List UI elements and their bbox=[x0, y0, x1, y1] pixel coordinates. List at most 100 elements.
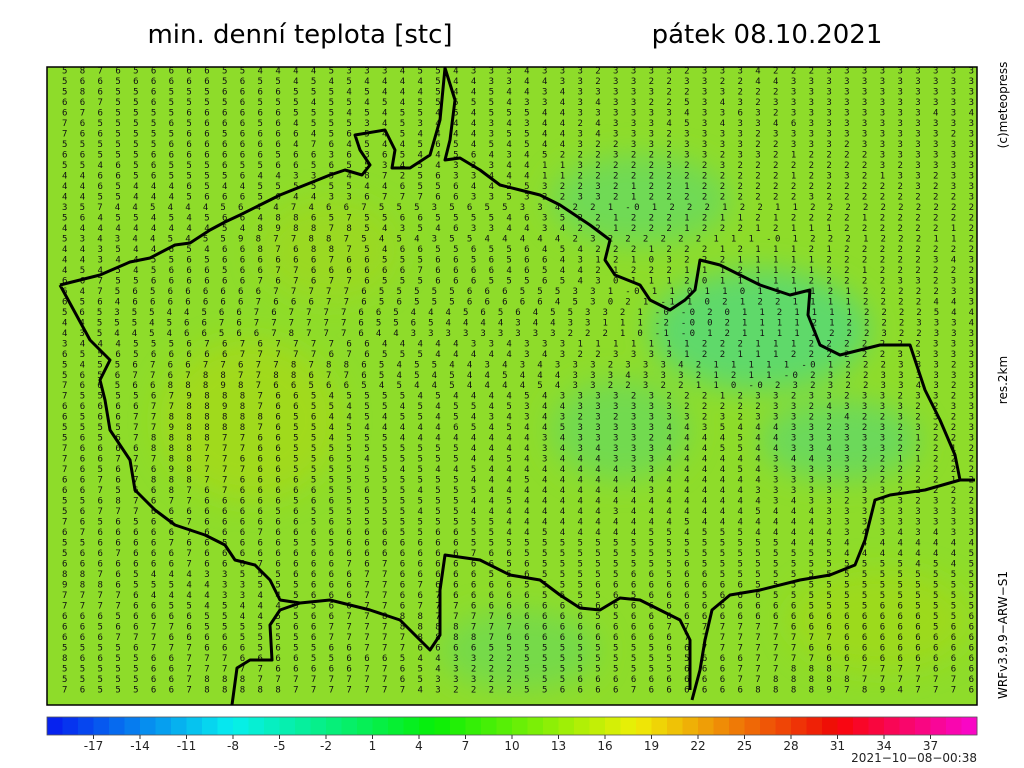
colorbar-segment bbox=[946, 717, 962, 735]
map-frame bbox=[46, 66, 978, 706]
grid-row: 6 6 6 6 6 6 6 7 6 6 6 7 6 6 6 6 7 6 7 6 … bbox=[62, 560, 974, 570]
grid-row: 5 6 6 5 6 6 6 6 6 5 6 5 5 4 5 4 5 4 4 4 … bbox=[62, 77, 974, 87]
colorbar-tick-label: -8 bbox=[227, 739, 239, 753]
colorbar-segment bbox=[465, 717, 482, 735]
colorbar-segment bbox=[682, 717, 699, 735]
grid-row: 5 5 6 8 7 6 7 7 6 6 6 6 6 5 6 6 5 5 5 5 … bbox=[62, 497, 974, 507]
colorbar-segment bbox=[217, 717, 234, 735]
colorbar-tick-label: 10 bbox=[504, 739, 519, 753]
colorbar-tick-label: -14 bbox=[130, 739, 150, 753]
grid-row: 5 5 5 5 5 6 6 7 7 7 7 7 6 6 6 6 6 7 7 6 … bbox=[62, 665, 974, 675]
country-border bbox=[58, 67, 975, 705]
grid-row: 7 6 5 6 7 6 9 8 7 7 7 6 6 5 5 5 5 5 5 4 … bbox=[62, 465, 974, 475]
grid-row: 4 4 6 5 4 4 4 6 5 4 4 5 5 5 5 5 5 4 4 6 … bbox=[62, 182, 974, 192]
colorbar-segment bbox=[357, 717, 373, 735]
grid-row: 6 5 6 6 7 7 8 8 8 8 8 8 6 5 6 4 4 5 4 5 … bbox=[62, 413, 974, 423]
colorbar-segment bbox=[372, 717, 389, 735]
colorbar-segment bbox=[93, 717, 110, 735]
resolution-label: res.2km bbox=[996, 356, 1010, 404]
grid-row: 7 7 7 7 6 4 4 4 4 3 3 4 4 5 6 6 6 7 7 6 … bbox=[62, 591, 974, 601]
grid-row: 5 5 5 5 7 7 9 8 8 8 8 7 6 5 5 4 5 4 4 4 … bbox=[62, 423, 974, 433]
grid-row: 4 4 4 4 4 4 4 4 4 5 4 8 9 8 8 7 8 5 4 3 … bbox=[62, 224, 974, 234]
colorbar-segment bbox=[310, 717, 327, 735]
grid-row: 5 6 5 3 5 5 4 4 5 6 6 7 6 7 7 7 7 6 6 5 … bbox=[62, 308, 974, 318]
grid-row: 6 6 7 5 5 6 6 6 6 6 6 7 6 7 6 7 7 6 5 5 … bbox=[62, 276, 974, 286]
colorbar-segment bbox=[233, 717, 249, 735]
grid-row: 7 6 5 5 5 5 6 5 6 6 6 5 6 4 5 5 5 3 4 5 … bbox=[62, 119, 974, 129]
grid-row: 5 5 5 5 6 7 7 7 6 6 6 5 6 5 5 6 6 7 7 7 … bbox=[62, 644, 974, 654]
colorbar-segment bbox=[822, 717, 838, 735]
colorbar-segment bbox=[512, 717, 528, 735]
grid-row: 6 6 7 5 6 6 8 7 6 7 6 6 6 6 6 5 5 6 5 5 … bbox=[62, 486, 974, 496]
colorbar-segment bbox=[155, 717, 172, 735]
colorbar-tick-label: -5 bbox=[274, 739, 286, 753]
colorbar-segment bbox=[853, 717, 869, 735]
grid-row: 5 8 6 5 5 6 5 5 5 6 6 6 6 5 5 5 4 5 4 4 … bbox=[62, 87, 974, 97]
colorbar-segment bbox=[450, 717, 466, 735]
colorbar-segment bbox=[109, 717, 125, 735]
colorbar-segment bbox=[295, 717, 311, 735]
colorbar-segment bbox=[651, 717, 668, 735]
model-label: WRFv3.9.9−ARW−S1 bbox=[996, 571, 1010, 699]
colorbar-segment bbox=[279, 717, 296, 735]
colorbar-segment bbox=[47, 717, 63, 735]
colorbar-tick-label: -11 bbox=[177, 739, 197, 753]
colorbar-segment bbox=[527, 717, 544, 735]
grid-row: 5 6 7 7 7 6 6 6 6 6 6 6 5 6 5 5 5 5 5 5 … bbox=[62, 507, 974, 517]
colorbar: -17 -14 -11 -8 -5 -2 1 4 7 10 13 16 19 22 25 28 31 34 37 bbox=[46, 716, 978, 753]
colorbar-tick-label: 4 bbox=[415, 739, 423, 753]
colorbar-segment bbox=[961, 717, 978, 735]
grid-row: 6 7 6 6 6 6 6 7 6 6 6 7 6 6 6 6 6 6 6 5 … bbox=[62, 528, 974, 538]
colorbar-segment bbox=[264, 717, 280, 735]
grid-row: 7 7 7 7 6 6 5 5 4 5 4 4 4 5 5 6 6 7 7 6 … bbox=[62, 602, 974, 612]
grid-row: 4 4 5 5 4 4 4 5 6 6 6 5 6 4 4 3 3 6 7 7 … bbox=[62, 192, 974, 202]
colorbar-segment bbox=[899, 717, 916, 735]
grid-row: 9 8 8 6 5 5 5 4 4 3 3 5 5 5 6 6 6 7 7 6 … bbox=[62, 581, 974, 591]
colorbar-segment bbox=[620, 717, 637, 735]
grid-row: 6 6 7 5 5 6 5 5 5 5 6 5 5 5 4 5 5 4 5 4 … bbox=[62, 98, 974, 108]
grid-row: 4 3 5 4 4 5 4 6 6 5 6 6 7 8 7 7 7 6 4 4 … bbox=[62, 329, 974, 339]
colorbar-tick-label: -17 bbox=[84, 739, 104, 753]
grid-row: 5 6 6 7 6 6 6 7 6 6 6 6 6 6 6 6 6 6 6 6 … bbox=[62, 549, 974, 559]
colorbar-segment bbox=[326, 717, 342, 735]
grid-row: 7 6 5 5 5 6 6 7 8 8 8 8 8 7 7 7 7 7 7 7 … bbox=[62, 686, 974, 696]
colorbar-segment bbox=[698, 717, 714, 735]
colorbar-segment bbox=[481, 717, 497, 735]
colorbar-tick-label: 16 bbox=[597, 739, 612, 753]
grid-row: 4 4 3 4 4 5 5 6 5 6 6 6 6 6 6 7 6 6 5 5 … bbox=[62, 255, 974, 265]
colorbar-segment bbox=[186, 717, 203, 735]
temperature-shading bbox=[160, 155, 970, 690]
grid-row: 6 6 5 5 5 6 6 6 6 6 6 6 5 6 6 3 6 3 6 5 … bbox=[62, 150, 974, 160]
colorbar-segment bbox=[403, 717, 420, 735]
colorbar-segment bbox=[558, 717, 575, 735]
colorbar-tick-label: 31 bbox=[830, 739, 845, 753]
colorbar-segment bbox=[744, 717, 761, 735]
grid-row: 6 6 5 6 6 7 7 6 5 5 5 5 5 6 6 7 7 7 7 8 … bbox=[62, 623, 974, 633]
grid-row: 5 6 5 6 7 8 8 8 8 7 7 6 6 5 5 4 5 5 5 4 … bbox=[62, 434, 974, 444]
colorbar-tick-label: 22 bbox=[690, 739, 705, 753]
colorbar-tick-label: 28 bbox=[783, 739, 798, 753]
colorbar-segment bbox=[915, 717, 931, 735]
colorbar-tick-label: -2 bbox=[320, 739, 332, 753]
map-date: pátek 08.10.2021 bbox=[652, 20, 883, 50]
grid-row: 6 6 6 6 6 7 7 8 8 9 8 7 6 6 5 5 4 5 5 4 … bbox=[62, 402, 974, 412]
colorbar-segment bbox=[837, 717, 854, 735]
colorbar-segment bbox=[775, 717, 792, 735]
grid-row: 7 5 5 5 5 6 7 9 8 8 8 7 6 6 5 4 5 5 5 5 … bbox=[62, 392, 974, 402]
grid-row: 5 6 4 5 5 4 5 4 5 6 6 4 8 8 6 5 7 5 5 6 … bbox=[62, 213, 974, 223]
colorbar-segment bbox=[868, 717, 885, 735]
colorbar-tick-label: 19 bbox=[644, 739, 659, 753]
colorbar-segment bbox=[667, 717, 683, 735]
colorbar-segment bbox=[124, 717, 141, 735]
grid-row: 4 4 6 6 5 6 5 5 5 5 6 4 4 3 3 5 4 8 7 2 … bbox=[62, 171, 974, 181]
grid-row: 7 6 6 5 5 5 5 6 6 5 6 6 6 6 4 5 6 5 4 5 … bbox=[62, 129, 974, 139]
colorbar-segment bbox=[202, 717, 218, 735]
colorbar-tick-label: 34 bbox=[876, 739, 891, 753]
grid-row: 8 6 6 5 5 6 6 7 7 7 6 6 6 6 5 5 6 6 6 5 … bbox=[62, 654, 974, 664]
grid-row: 6 6 7 6 7 8 8 8 7 7 6 6 6 6 5 5 5 5 5 5 … bbox=[62, 476, 974, 486]
grid-row: 6 6 6 5 6 6 6 6 5 5 4 4 5 5 6 6 7 7 8 8 … bbox=[62, 612, 974, 622]
colorbar-segment bbox=[341, 717, 358, 735]
colorbar-tick-label: 25 bbox=[737, 739, 752, 753]
colorbar-segment bbox=[729, 717, 745, 735]
grid-row: 4 5 4 5 4 5 6 6 6 5 6 6 7 7 6 6 6 6 6 6 … bbox=[62, 266, 974, 276]
